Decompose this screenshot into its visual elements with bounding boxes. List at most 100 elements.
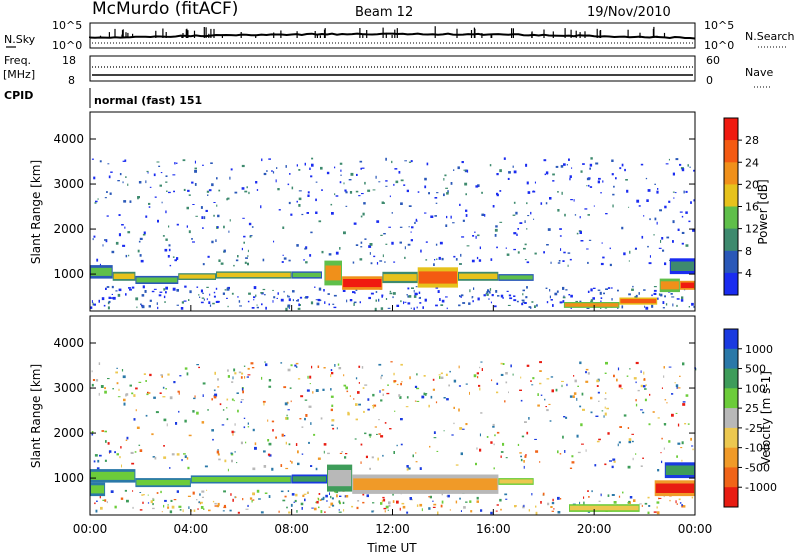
velocity-ylabel: Slant Range [km] <box>29 364 43 468</box>
power-echo-cell <box>118 288 122 292</box>
velocity-echo-cell <box>445 373 448 376</box>
velocity-echo-cell <box>95 379 99 382</box>
velocity-echo-cell <box>116 453 119 456</box>
power-echo-cell <box>522 293 524 296</box>
velocity-echo-cell <box>656 506 658 509</box>
velocity-echo-cell <box>684 423 687 425</box>
power-echo-cell <box>372 189 376 191</box>
power-echo-cell <box>416 306 418 309</box>
power-echo-cell <box>141 305 145 309</box>
power-echo-cell <box>445 187 448 189</box>
power-echo-cell <box>513 232 517 235</box>
velocity-band-core <box>665 465 695 475</box>
power-echo-cell <box>181 301 184 304</box>
velocity-echo-cell <box>226 398 229 401</box>
power-echo-cell <box>118 214 121 216</box>
velocity-echo-cell <box>540 394 543 396</box>
power-echo-cell <box>664 262 667 266</box>
power-echo-cell <box>446 192 449 195</box>
velocity-echo-cell <box>429 495 432 499</box>
power-echo-cell <box>579 300 582 302</box>
power-echo-cell <box>285 165 287 168</box>
velocity-echo-cell <box>201 421 205 424</box>
power-echo-cell <box>94 202 97 204</box>
colorbar-cell <box>724 184 738 207</box>
power-echo-cell <box>136 306 138 309</box>
power-echo-cell <box>158 294 162 297</box>
cpid-mode-text: normal (fast) 151 <box>94 94 202 107</box>
velocity-echo-cell <box>393 380 397 382</box>
velocity-echo-cell <box>339 452 343 454</box>
velocity-echo-cell <box>318 506 320 509</box>
velocity-echo-cell <box>607 494 610 497</box>
power-echo-cell <box>239 305 242 307</box>
colorbar-tick-label: -25 <box>745 422 763 435</box>
velocity-echo-cell <box>345 453 348 455</box>
power-echo-cell <box>609 263 612 267</box>
power-echo-cell <box>445 296 448 298</box>
velocity-echo-cell <box>594 464 597 467</box>
velocity-echo-cell <box>149 373 152 377</box>
velocity-echo-cell <box>247 426 250 428</box>
velocity-echo-cell <box>241 372 244 375</box>
velocity-echo-cell <box>124 489 127 492</box>
power-echo-cell <box>593 205 595 207</box>
velocity-echo-cell <box>125 393 129 396</box>
velocity-echo-cell <box>678 498 681 501</box>
power-echo-cell <box>299 296 303 299</box>
power-echo-cell <box>512 214 516 216</box>
power-echo-cell <box>477 297 480 301</box>
velocity-echo-cell <box>343 509 345 512</box>
y-tick-label: 2000 <box>53 426 84 440</box>
velocity-echo-cell <box>119 456 121 459</box>
velocity-echo-cell <box>604 372 607 374</box>
velocity-echo-cell <box>378 433 381 435</box>
velocity-echo-cell <box>677 442 681 445</box>
freq-left-tick-top: 18 <box>62 54 76 67</box>
velocity-echo-cell <box>376 433 378 435</box>
velocity-echo-cell <box>217 502 220 506</box>
power-echo-cell <box>443 193 445 197</box>
power-echo-cell <box>525 163 528 167</box>
velocity-echo-cell <box>380 435 384 438</box>
power-echo-cell <box>441 299 445 303</box>
velocity-echo-cell <box>514 505 517 508</box>
power-band-core <box>325 265 341 281</box>
power-echo-cell <box>256 189 259 191</box>
power-echo-cell <box>255 294 257 297</box>
velocity-echo-cell <box>504 400 506 403</box>
power-echo-cell <box>507 177 510 180</box>
velocity-echo-cell <box>143 373 146 375</box>
velocity-echo-cell <box>231 430 234 434</box>
velocity-echo-cell <box>312 391 314 394</box>
velocity-echo-cell <box>551 510 554 512</box>
velocity-echo-cell <box>135 387 138 390</box>
velocity-echo-cell <box>223 506 227 509</box>
power-echo-cell <box>385 185 388 187</box>
velocity-echo-cell <box>490 511 493 515</box>
power-echo-cell <box>332 303 335 305</box>
velocity-echo-cell <box>232 433 234 436</box>
power-echo-cell <box>344 189 347 192</box>
power-echo-cell <box>112 296 116 300</box>
power-echo-cell <box>168 244 171 247</box>
velocity-echo-cell <box>520 458 523 462</box>
power-echo-cell <box>343 182 345 185</box>
power-echo-cell <box>592 297 595 300</box>
power-echo-cell <box>251 226 254 228</box>
power-echo-cell <box>495 290 498 293</box>
velocity-echo-cell <box>438 374 441 376</box>
power-echo-cell <box>599 291 602 295</box>
velocity-echo-cell <box>500 508 502 511</box>
power-echo-cell <box>389 195 391 198</box>
power-echo-cell <box>524 259 527 261</box>
power-echo-cell <box>311 157 314 160</box>
power-echo-cell <box>296 244 299 247</box>
colorbar-cell <box>724 427 738 449</box>
power-echo-cell <box>509 297 513 300</box>
velocity-echo-cell <box>611 465 614 469</box>
colorbar-cell <box>724 140 738 163</box>
velocity-echo-cell <box>479 433 481 437</box>
power-echo-cell <box>407 302 411 305</box>
velocity-echo-cell <box>114 505 117 509</box>
